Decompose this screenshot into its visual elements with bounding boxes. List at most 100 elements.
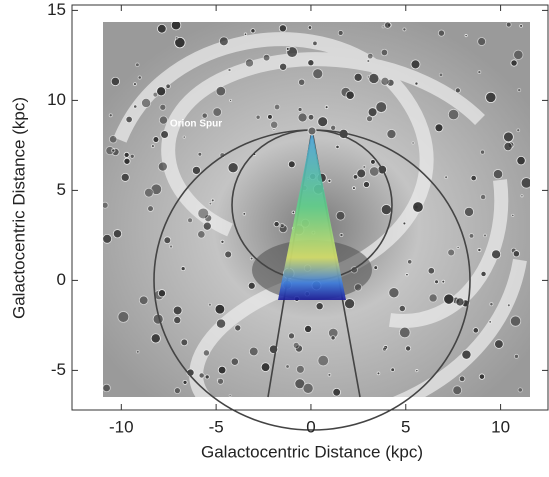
star-cluster [249,346,259,357]
star-cluster [390,367,395,372]
star-cluster [461,349,472,360]
star-cluster [478,373,486,380]
star-cluster [304,325,313,333]
star-cluster [444,175,448,180]
star-cluster [456,245,460,250]
star-cluster [335,144,340,149]
star-cluster [224,250,233,259]
star-cluster [402,221,407,226]
star-cluster [152,136,160,143]
star-cluster [150,333,161,344]
star-cluster [208,201,213,206]
star-cluster [317,116,329,128]
star-cluster [380,76,390,86]
star-cluster [174,387,181,395]
plot-frame [71,4,549,411]
star-cluster [198,372,205,379]
star-cluster [120,172,130,182]
star-cluster [112,229,123,239]
star-cluster [158,115,168,125]
star-cluster [327,373,332,377]
star-cluster [182,379,188,385]
star-cluster [470,174,477,182]
star-cluster [297,107,303,112]
star-cluster [136,349,140,354]
star-cluster [380,48,389,57]
star-cluster [428,293,438,303]
star-cluster [368,72,380,84]
star-cluster [227,68,232,72]
star-cluster [485,91,497,103]
star-cluster [285,364,290,369]
star-cluster [356,168,367,179]
star-cluster [229,98,233,102]
y-tick-label: 10 [47,90,66,109]
y-tick-label: -5 [51,360,66,379]
star-cluster [187,217,193,224]
star-cluster [455,297,465,307]
star-cluster [288,332,295,340]
star-cluster [214,303,226,315]
star-cluster [228,394,232,397]
star-cluster [503,142,513,152]
star-cluster [405,273,409,277]
y-tick-label: 0 [57,270,66,289]
star-cluster [272,128,276,131]
star-cluster [279,62,288,71]
star-cluster [260,362,271,372]
star-cluster [517,88,522,93]
star-cluster [511,213,515,217]
star-cluster [135,62,140,67]
star-cluster [298,78,306,86]
sun-marker [307,126,317,136]
star-cluster [386,129,397,140]
star-cluster [123,157,131,165]
star-cluster [345,90,355,100]
star-cluster [208,302,212,307]
star-cluster [454,87,461,94]
star-cluster [506,303,511,308]
y-tick-label: 5 [57,180,66,199]
star-cluster [292,341,300,349]
star-cluster [405,345,412,352]
star-cluster [157,289,167,298]
star-cluster [182,135,186,139]
star-cluster [480,270,487,277]
star-cluster [141,97,152,108]
star-cluster [414,81,419,86]
star-cluster [169,244,173,249]
star-cluster [243,32,248,36]
star-cluster [138,295,149,306]
star-cluster [437,29,445,37]
star-cluster [512,250,520,258]
star-cluster [144,187,154,198]
y-axis-label: Galactocentric Distance (kpc) [9,97,28,319]
star-cluster [353,72,363,82]
star-cluster [330,335,336,341]
star-cluster [510,59,518,67]
star-cluster [477,70,482,74]
star-cluster [492,169,504,180]
star-cluster [362,165,367,169]
star-cluster [509,315,522,327]
star-cluster [109,135,118,144]
star-cluster [443,293,455,305]
star-cluster [294,378,306,390]
star-cluster [220,239,225,244]
star-cluster [441,279,446,284]
star-cluster [273,221,280,228]
star-cluster [381,25,385,29]
star-cluster [458,375,466,383]
y-tick-label: 15 [47,0,66,19]
star-cluster [519,24,523,28]
star-cluster [384,22,392,29]
star-cluster [201,112,208,119]
star-cluster [307,59,315,67]
star-cluster [483,233,487,238]
star-cluster [505,22,512,28]
star-cluster [173,316,182,325]
x-axis-label: Galactocentric Distance (kpc) [201,442,423,461]
star-cluster [157,23,167,34]
x-tick-label: -5 [209,417,224,436]
star-cluster [488,320,492,324]
